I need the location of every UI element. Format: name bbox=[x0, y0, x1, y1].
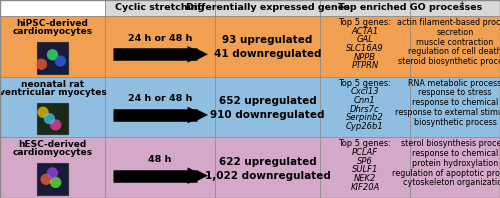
Text: 1,022 downregulated: 1,022 downregulated bbox=[204, 171, 330, 181]
Text: 93 upregulated: 93 upregulated bbox=[222, 35, 312, 45]
Text: Differentially expressed genes: Differentially expressed genes bbox=[186, 4, 350, 12]
Circle shape bbox=[47, 167, 58, 179]
Text: †: † bbox=[460, 1, 464, 10]
Bar bbox=[320, 0, 410, 16]
Text: regulation of cell death: regulation of cell death bbox=[408, 47, 500, 56]
Text: ventricular myocytes: ventricular myocytes bbox=[0, 88, 106, 97]
Polygon shape bbox=[197, 109, 208, 121]
Text: Top 5 genes:: Top 5 genes: bbox=[338, 79, 392, 88]
Text: Serpinb2: Serpinb2 bbox=[346, 113, 384, 122]
Text: 652 upregulated: 652 upregulated bbox=[218, 96, 316, 106]
Text: regulation of apoptotic process: regulation of apoptotic process bbox=[392, 169, 500, 178]
Text: response to chemical: response to chemical bbox=[412, 98, 498, 107]
Text: hiPSC-derived: hiPSC-derived bbox=[16, 19, 88, 28]
Text: 48 h: 48 h bbox=[148, 155, 172, 164]
Bar bbox=[215, 0, 320, 16]
Text: steroid biosynthetic process: steroid biosynthetic process bbox=[398, 57, 500, 66]
Text: 41 downregulated: 41 downregulated bbox=[214, 49, 321, 59]
Text: protein hydroxylation: protein hydroxylation bbox=[412, 159, 498, 168]
Circle shape bbox=[36, 59, 47, 70]
Bar bbox=[320, 16, 410, 77]
Text: cardiomyocytes: cardiomyocytes bbox=[12, 27, 92, 36]
Text: RNA metabolic process: RNA metabolic process bbox=[408, 79, 500, 88]
Text: SULF1: SULF1 bbox=[352, 165, 378, 174]
Text: Dhrs7c: Dhrs7c bbox=[350, 105, 380, 114]
Text: Cnn1: Cnn1 bbox=[354, 96, 376, 105]
Circle shape bbox=[44, 113, 55, 124]
Text: neonatal rat: neonatal rat bbox=[21, 80, 84, 89]
Polygon shape bbox=[197, 49, 208, 60]
Bar bbox=[215, 77, 320, 137]
Text: NPPB: NPPB bbox=[354, 53, 376, 62]
Bar bbox=[105, 16, 215, 77]
Bar bbox=[36, 164, 68, 195]
Circle shape bbox=[50, 119, 62, 130]
Text: response to external stimulus: response to external stimulus bbox=[396, 108, 500, 117]
Bar bbox=[410, 16, 500, 77]
Text: cytoskeleton organization: cytoskeleton organization bbox=[403, 178, 500, 188]
Bar bbox=[215, 137, 320, 198]
Bar bbox=[410, 77, 500, 137]
Text: KIF20A: KIF20A bbox=[350, 183, 380, 192]
Circle shape bbox=[40, 174, 52, 185]
Text: SLC16A9: SLC16A9 bbox=[346, 44, 384, 53]
Text: Top 5 genes:: Top 5 genes: bbox=[338, 18, 392, 27]
Text: 24 h or 48 h: 24 h or 48 h bbox=[128, 94, 192, 104]
Text: cardiomyocytes: cardiomyocytes bbox=[12, 148, 92, 157]
Text: sterol biosynthesis process: sterol biosynthesis process bbox=[400, 139, 500, 148]
Text: Cyp26b1: Cyp26b1 bbox=[346, 122, 384, 131]
Text: Top 5 genes:: Top 5 genes: bbox=[338, 139, 392, 148]
Bar bbox=[0, 16, 105, 77]
Polygon shape bbox=[197, 170, 208, 181]
Text: actin filament-based process: actin filament-based process bbox=[396, 18, 500, 27]
Text: biosynthetic process: biosynthetic process bbox=[414, 118, 496, 127]
Text: ACTA1: ACTA1 bbox=[352, 27, 378, 36]
Text: 24 h or 48 h: 24 h or 48 h bbox=[128, 34, 192, 43]
Text: PCLAF: PCLAF bbox=[352, 148, 378, 157]
Bar bbox=[215, 16, 320, 77]
Text: response to stress: response to stress bbox=[418, 89, 492, 97]
Circle shape bbox=[50, 177, 62, 188]
Bar bbox=[320, 77, 410, 137]
Text: hESC-derived: hESC-derived bbox=[18, 140, 86, 149]
Text: PTPRN: PTPRN bbox=[352, 61, 378, 70]
Bar bbox=[410, 137, 500, 198]
Text: Cyclic stretching: Cyclic stretching bbox=[116, 4, 204, 12]
Text: 910 downregulated: 910 downregulated bbox=[210, 110, 325, 120]
Circle shape bbox=[38, 107, 48, 118]
Bar bbox=[410, 0, 500, 16]
Bar bbox=[0, 77, 105, 137]
Text: muscle contraction: muscle contraction bbox=[416, 38, 494, 47]
Bar bbox=[320, 137, 410, 198]
Bar bbox=[105, 77, 215, 137]
Text: secretion: secretion bbox=[436, 28, 474, 37]
Text: Cxcl13: Cxcl13 bbox=[350, 87, 380, 96]
Bar bbox=[0, 0, 105, 16]
Bar bbox=[105, 0, 215, 16]
Text: response to chemical: response to chemical bbox=[412, 149, 498, 158]
Text: GAL: GAL bbox=[356, 35, 374, 44]
Circle shape bbox=[47, 49, 58, 60]
Bar bbox=[36, 103, 68, 134]
Bar bbox=[0, 137, 105, 198]
Text: Top enriched GO processes: Top enriched GO processes bbox=[338, 4, 482, 12]
Text: NEK2: NEK2 bbox=[354, 174, 376, 183]
Text: 622 upregulated: 622 upregulated bbox=[218, 157, 316, 167]
Circle shape bbox=[54, 55, 66, 67]
Bar bbox=[105, 137, 215, 198]
Text: SP6: SP6 bbox=[357, 157, 373, 166]
Bar bbox=[36, 42, 68, 74]
